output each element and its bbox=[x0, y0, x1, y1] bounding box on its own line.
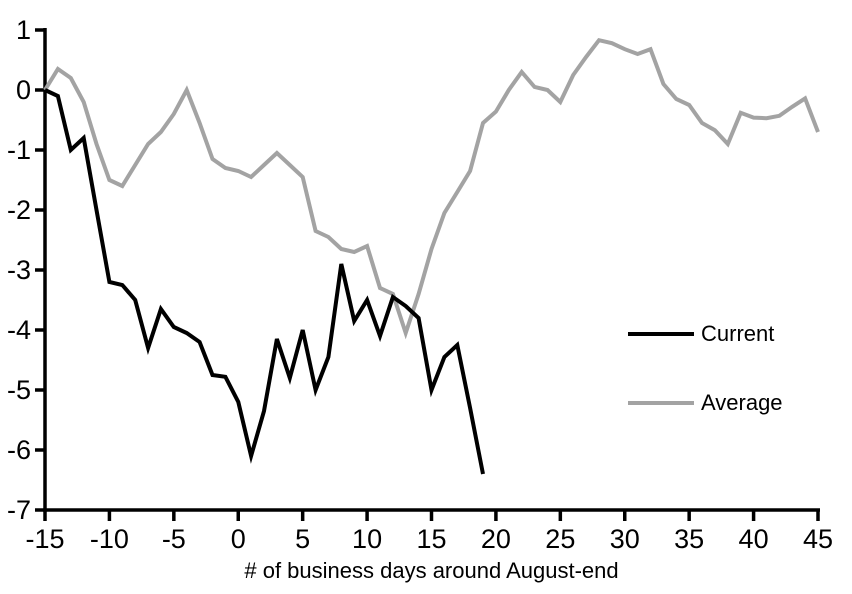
y-tick-label: -5 bbox=[7, 375, 31, 405]
x-tick-label: 25 bbox=[545, 524, 575, 554]
x-axis-title: # of business days around August-end bbox=[244, 558, 619, 583]
x-tick-label: 40 bbox=[739, 524, 769, 554]
x-tick-label: 35 bbox=[674, 524, 704, 554]
x-tick-label: 5 bbox=[295, 524, 310, 554]
legend-swatch-current bbox=[628, 332, 694, 336]
y-tick-label: 1 bbox=[16, 15, 31, 45]
x-tick-label: -15 bbox=[25, 524, 64, 554]
legend-item-average: Average bbox=[628, 389, 783, 417]
x-tick-label: -10 bbox=[90, 524, 129, 554]
y-tick-label: 0 bbox=[16, 75, 31, 105]
x-tick-label: 20 bbox=[481, 524, 511, 554]
x-tick-label: 10 bbox=[352, 524, 382, 554]
x-tick-label: 45 bbox=[803, 524, 833, 554]
x-tick-label: 15 bbox=[416, 524, 446, 554]
x-tick-label: -5 bbox=[162, 524, 186, 554]
current-series-line bbox=[44, 88, 485, 475]
average-series-line bbox=[43, 37, 820, 340]
legend-swatch-average bbox=[628, 401, 694, 405]
legend: Current Average bbox=[628, 320, 783, 417]
y-tick-label: -6 bbox=[7, 435, 31, 465]
y-tick-label: -4 bbox=[7, 315, 31, 345]
x-tick-label: 0 bbox=[231, 524, 246, 554]
legend-item-current: Current bbox=[628, 320, 783, 348]
y-tick-label: -3 bbox=[7, 255, 31, 285]
y-tick-label: -7 bbox=[7, 495, 31, 525]
y-tick-label: -1 bbox=[7, 135, 31, 165]
legend-label-average: Average bbox=[701, 390, 783, 415]
y-tick-label: -2 bbox=[7, 195, 31, 225]
x-tick-label: 30 bbox=[610, 524, 640, 554]
legend-label-current: Current bbox=[701, 321, 775, 346]
